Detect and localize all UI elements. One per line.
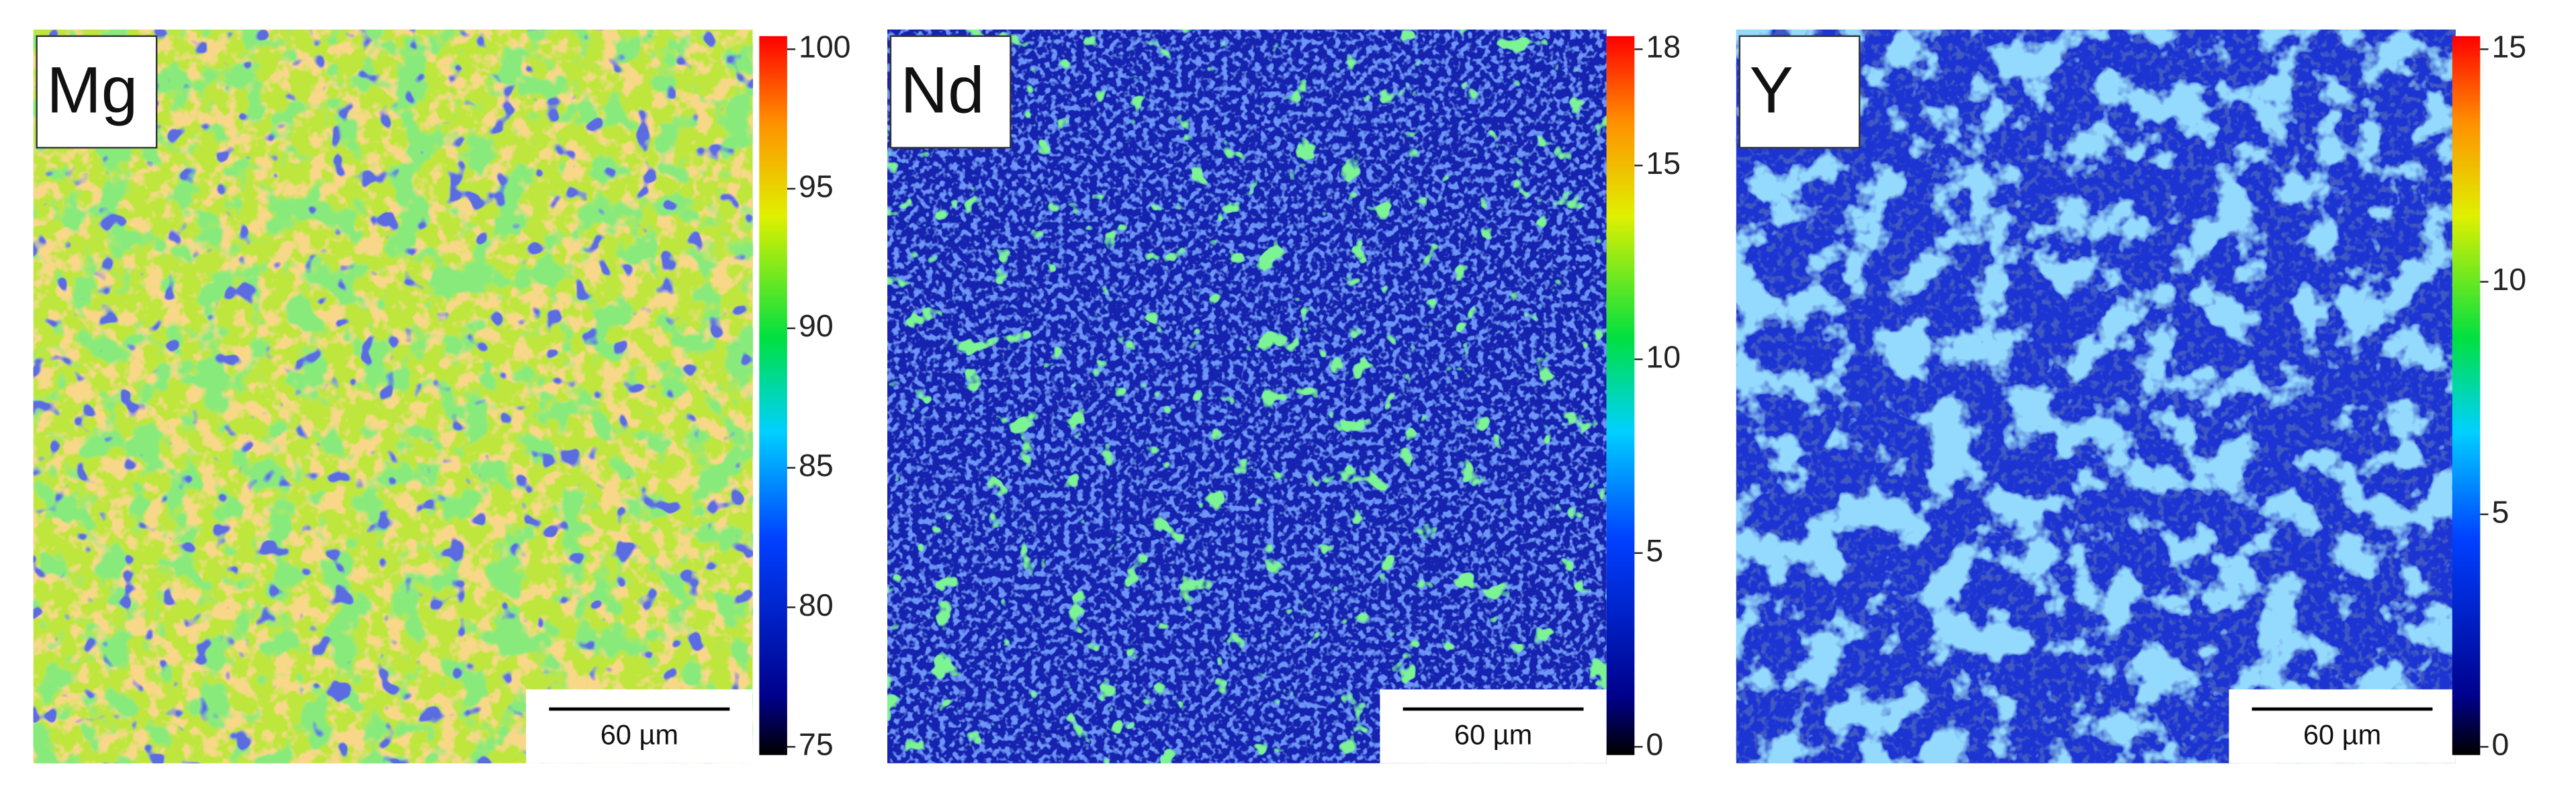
colorbar (2452, 36, 2481, 755)
scale-bar-label: 60 µm (601, 719, 678, 751)
element-label: Y (1749, 53, 1793, 127)
colorbar-tick-label: 0 (2491, 727, 2509, 762)
colorbar (759, 36, 787, 755)
colorbar (1606, 36, 1635, 755)
scale-bar-label: 60 µm (1454, 719, 1532, 751)
panel: Nd 60 µm 0 5 10 15 18 (887, 30, 1681, 763)
scale-bar-box (526, 689, 753, 763)
colorbar-tick-label: 18 (1646, 30, 1681, 64)
element-map (1736, 30, 2456, 763)
element-label: Nd (901, 53, 985, 127)
colorbar-tick-label: 5 (1646, 533, 1663, 568)
colorbar-tick-label: 90 (799, 308, 834, 343)
colorbar-tick-label: 10 (1646, 339, 1681, 374)
scale-bar-box (1380, 689, 1607, 763)
panel: Mg 60 µm 75 80 85 90 95 100 (33, 30, 850, 763)
panel: Y 60 µm 0 5 10 15 (1736, 30, 2526, 763)
colorbar-tick-label: 15 (1646, 146, 1681, 181)
scale-bar-label: 60 µm (2303, 719, 2381, 751)
colorbar-tick-label: 5 (2491, 494, 2509, 529)
element-label: Mg (46, 53, 138, 127)
colorbar-tick-label: 15 (2491, 30, 2526, 64)
colorbar-tick-label: 10 (2491, 262, 2526, 297)
colorbar-tick-label: 100 (799, 30, 850, 64)
element-map (33, 30, 753, 763)
label-box (1738, 35, 1861, 149)
colorbar-tick-label: 0 (1646, 727, 1663, 762)
colorbar-tick-label: 95 (799, 169, 834, 203)
label-box (889, 35, 1012, 149)
scale-bar-box (2229, 689, 2456, 763)
colorbar-tick-label: 80 (799, 587, 834, 622)
element-map (887, 30, 1607, 763)
colorbar-tick-label: 75 (799, 727, 834, 762)
colorbar-tick-label: 85 (799, 448, 834, 483)
label-box (36, 35, 158, 149)
